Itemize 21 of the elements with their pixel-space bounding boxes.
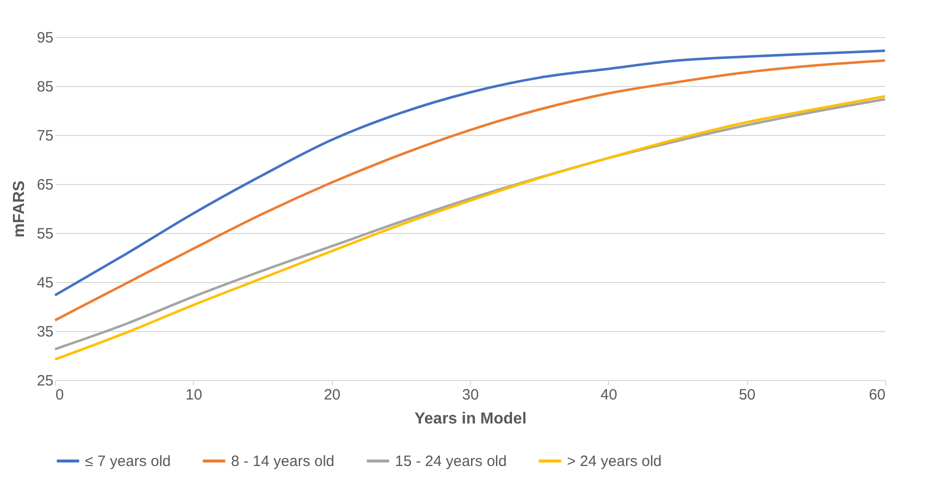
y-tick-label: 85 bbox=[36, 78, 54, 96]
y-tick-label: 45 bbox=[36, 274, 54, 292]
y-tick-label: 55 bbox=[36, 226, 54, 242]
x-tick-label: 10 bbox=[185, 386, 202, 404]
legend-label: 15 - 24 years old bbox=[395, 453, 507, 470]
x-tick-label: 50 bbox=[738, 386, 756, 404]
x-tick-label: 60 bbox=[868, 386, 886, 404]
y-tick-label: 65 bbox=[36, 176, 54, 194]
x-tick-label: 30 bbox=[462, 386, 479, 404]
x-tick-label: 0 bbox=[56, 386, 64, 404]
x-tick-label: 20 bbox=[324, 386, 341, 404]
legend-label: > 24 years old bbox=[567, 453, 662, 470]
y-tick-label: 95 bbox=[36, 30, 54, 46]
y-tick-label: 75 bbox=[36, 128, 54, 144]
legend-label: 8 - 14 years old bbox=[231, 453, 334, 470]
x-tick-label: 40 bbox=[600, 386, 618, 404]
y-tick-label: 35 bbox=[36, 324, 54, 340]
x-axis-title: Years in Model bbox=[414, 410, 527, 428]
y-tick-label: 25 bbox=[36, 372, 54, 390]
legend-label: ≤ 7 years old bbox=[85, 453, 171, 470]
y-axis-title: mFARS bbox=[10, 180, 28, 238]
